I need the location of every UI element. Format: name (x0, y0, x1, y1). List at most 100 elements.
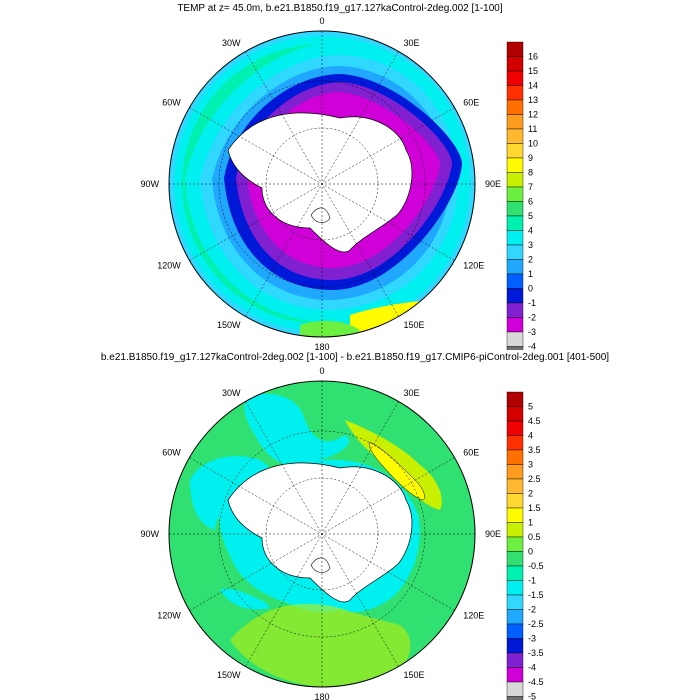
longitude-label: 60E (463, 448, 479, 458)
colorbar-swatch (506, 580, 524, 596)
colorbar-swatch (506, 565, 524, 581)
colorbar-swatch (506, 157, 524, 173)
colorbar-swatch (506, 56, 524, 72)
colorbar-swatch (506, 435, 524, 451)
colorbar-label: 2 (528, 255, 533, 265)
colorbar-label: -3.5 (528, 648, 544, 658)
colorbar-swatch (506, 128, 524, 144)
longitude-label: 30W (222, 38, 241, 48)
colorbar-swatch (506, 288, 524, 304)
colorbar-label: 0.5 (528, 532, 541, 542)
longitude-label: 180 (314, 692, 329, 700)
colorbar-swatch (506, 201, 524, 217)
longitude-label: 30E (404, 388, 420, 398)
colorbar-swatch (506, 114, 524, 130)
longitude-label: 150W (217, 320, 241, 330)
longitude-label: 120E (463, 611, 484, 621)
colorbar-label: 8 (528, 168, 533, 178)
colorbar-swatch (506, 406, 524, 422)
longitude-label: 60W (162, 98, 181, 108)
colorbar-label: -2 (528, 313, 536, 323)
longitude-label: 150W (217, 670, 241, 680)
colorbar-label: 13 (528, 95, 538, 105)
colorbar-swatch (506, 696, 524, 700)
colorbar-swatch (506, 609, 524, 625)
colorbar-label: 6 (528, 197, 533, 207)
colorbar-swatch (506, 391, 524, 407)
colorbar-label: 12 (528, 110, 538, 120)
colorbar-label: 4 (528, 431, 533, 441)
colorbar-label: 14 (528, 81, 538, 91)
colorbar-label: 2 (528, 489, 533, 499)
colorbar-swatch (506, 346, 524, 350)
colorbar-label: -3 (528, 327, 536, 337)
longitude-label: 0 (319, 366, 324, 376)
colorbar-swatch (506, 594, 524, 610)
longitude-label: 120W (157, 611, 181, 621)
colorbar-label: -4 (528, 342, 536, 351)
colorbar-swatch (506, 464, 524, 480)
colorbar-swatch (506, 99, 524, 115)
colorbar-label: 16 (528, 52, 538, 62)
colorbar: 5 4.5 4 3.5 3 2.5 2 1.5 1 0.5 0 -0.5 -1 -1.5 -2 -2.5 -3 -… (506, 391, 544, 700)
longitude-label: 60E (463, 98, 479, 108)
colorbar-label: 1 (528, 518, 533, 528)
colorbar-swatch (506, 143, 524, 159)
longitude-label: 120E (463, 261, 484, 271)
colorbar-swatch (506, 551, 524, 567)
colorbar-label: -4.5 (528, 677, 544, 687)
colorbar-swatch (506, 41, 524, 57)
longitude-label: 90E (485, 179, 501, 189)
colorbar-label: -1 (528, 576, 536, 586)
colorbar-label: 2.5 (528, 474, 541, 484)
longitude-label: 150E (404, 670, 425, 680)
colorbar-swatch (506, 623, 524, 639)
longitude-labels: 0 30E 60E 90E 120E 150E 180 150W 120W 90W 60W 30W (140, 366, 501, 700)
colorbar-swatch (506, 638, 524, 654)
colorbar-label: 0 (528, 547, 533, 557)
colorbar-swatch (506, 302, 524, 318)
colorbar-label: 10 (528, 139, 538, 149)
colorbar-label: -1 (528, 298, 536, 308)
colorbar-swatch (506, 331, 524, 347)
longitude-label: 90W (140, 179, 159, 189)
map-title-temperature: TEMP at z= 45.0m, b.e21.B1850.f19_g17.12… (177, 3, 503, 14)
colorbar-swatch (506, 172, 524, 188)
colorbar-swatch (506, 536, 524, 552)
colorbar-swatch (506, 273, 524, 289)
longitude-label: 180 (314, 342, 329, 350)
colorbar-label: 5 (528, 211, 533, 221)
colorbar-label: -4 (528, 663, 536, 673)
colorbar-swatch (506, 215, 524, 231)
longitude-labels: 0 30E 60E 90E 120E 150E 180 150W 120W 90W 60W 30W (140, 16, 501, 350)
colorbar-swatch (506, 186, 524, 202)
longitude-label: 150E (404, 320, 425, 330)
colorbar-label: -3 (528, 634, 536, 644)
colorbar-label: -1.5 (528, 590, 544, 600)
colorbar-swatch (506, 259, 524, 275)
colorbar-swatch (506, 85, 524, 101)
colorbar-swatch (506, 493, 524, 509)
colorbar-swatch (506, 478, 524, 494)
colorbar-swatch (506, 667, 524, 683)
colorbar-swatch (506, 522, 524, 538)
colorbar-label: 3 (528, 240, 533, 250)
difference-polar-map: 0 30E 60E 90E 120E 150E 180 150W 120W 90W 60W 30W 5… (140, 366, 544, 700)
colorbar-swatch (506, 420, 524, 436)
colorbar-label: -5 (528, 692, 536, 700)
longitude-label: 30W (222, 388, 241, 398)
colorbar-label: 1.5 (528, 503, 541, 513)
longitude-label: 30E (404, 38, 420, 48)
colorbar-label: 7 (528, 182, 533, 192)
colorbar-label: -2.5 (528, 619, 544, 629)
longitude-label: 120W (157, 261, 181, 271)
longitude-label: 90E (485, 529, 501, 539)
colorbar-label: 11 (528, 124, 537, 134)
longitude-label: 90W (140, 529, 159, 539)
colorbar-swatch (506, 244, 524, 260)
colorbar-label: 1 (528, 269, 533, 279)
colorbar-label: 4 (528, 226, 533, 236)
colorbar-label: 5 (528, 402, 533, 412)
